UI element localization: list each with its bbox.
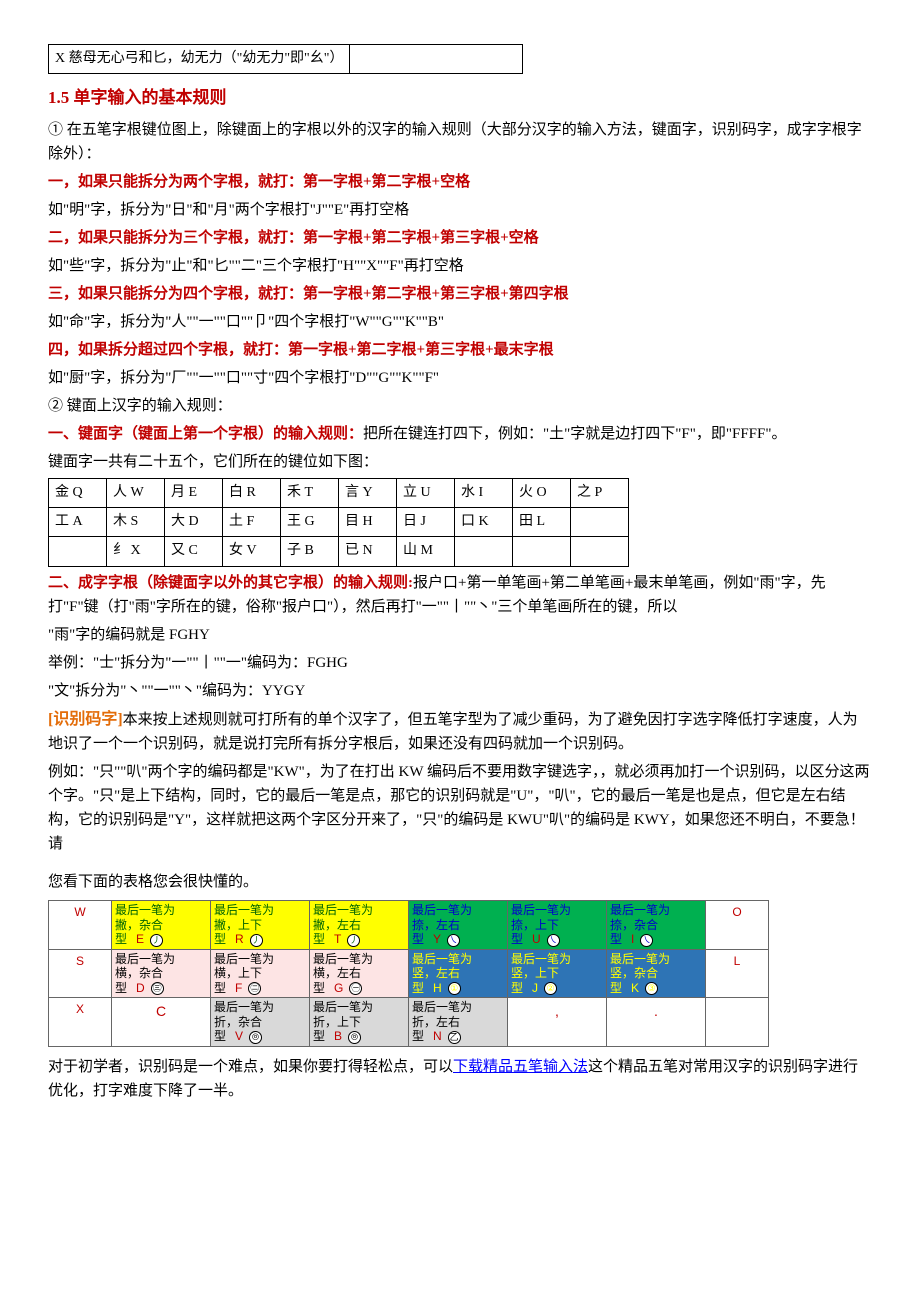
key-cell: 女 V bbox=[223, 537, 281, 566]
rule2-example: 如"些"字，拆分为"止"和"匕""二"三个字根打"H""X""F"再打空格 bbox=[48, 254, 872, 278]
id-cell: 最后一笔为横，杂合型 D ㊂ bbox=[112, 949, 211, 998]
key-cell: 水 I bbox=[455, 478, 513, 507]
key-cell bbox=[571, 537, 629, 566]
id-cell: 最后一笔为撇，左右型 T ㇓ bbox=[310, 901, 409, 950]
key-cell: 火 O bbox=[513, 478, 571, 507]
id-cell: 最后一笔为竖，左右型 H ① bbox=[409, 949, 508, 998]
top-box-left: X 慈母无心弓和匕，幼无力（"幼无力"即"幺"） bbox=[49, 45, 350, 74]
rule1-title: 一，如果只能拆分为两个字根，就打：第一字根+第二字根+空格 bbox=[48, 170, 872, 194]
key-cell: 之 P bbox=[571, 478, 629, 507]
footer-para: 对于初学者，识别码是一个难点，如果你要打得轻松点，可以下载精品五笔输入法这个精品… bbox=[48, 1055, 872, 1103]
key-cell: 田 L bbox=[513, 507, 571, 536]
id-cell: 最后一笔为横，上下型 F ㊁ bbox=[211, 949, 310, 998]
download-link[interactable]: 下载精品五笔输入法 bbox=[453, 1059, 588, 1075]
id-cell: 最后一笔为撇，上下型 R ㇓ bbox=[211, 901, 310, 950]
rule4-title: 四，如果拆分超过四个字根，就打：第一字根+第二字根+第三字根+最末字根 bbox=[48, 338, 872, 362]
key-cell: 禾 T bbox=[281, 478, 339, 507]
intro-2: ② 键面上汉字的输入规则： bbox=[48, 394, 872, 418]
rule3-example: 如"命"字，拆分为"人""一""口""卩"四个字根打"W""G""K""B" bbox=[48, 310, 872, 334]
id-cell: 最后一笔为捺，上下型 U ㇏ bbox=[508, 901, 607, 950]
id-row-label-left: X bbox=[49, 998, 112, 1047]
key-cell: 又 C bbox=[165, 537, 223, 566]
id-cell: , bbox=[508, 998, 607, 1047]
key-cell bbox=[513, 537, 571, 566]
key-cell: 目 H bbox=[339, 507, 397, 536]
id-body3: 您看下面的表格您会很快懂的。 bbox=[48, 870, 872, 894]
key-cell: 纟 X bbox=[107, 537, 165, 566]
key-cell: 口 K bbox=[455, 507, 513, 536]
chengzi-ex1: "雨"字的编码就是 FGHY bbox=[48, 623, 872, 647]
key-cell: 木 S bbox=[107, 507, 165, 536]
key-cell bbox=[455, 537, 513, 566]
key-cell: 人 W bbox=[107, 478, 165, 507]
id-cell: 最后一笔为捺，左右型 Y ㇏ bbox=[409, 901, 508, 950]
rule2-title: 二，如果只能拆分为三个字根，就打：第一字根+第二字根+第三字根+空格 bbox=[48, 226, 872, 250]
key-cell: 立 U bbox=[397, 478, 455, 507]
id-cell: . bbox=[607, 998, 706, 1047]
intro-1: ① 在五笔字根键位图上，除键面上的字根以外的汉字的输入规则（大部分汉字的输入方法… bbox=[48, 118, 872, 166]
id-code-table: W最后一笔为撇，杂合型 E ㇓最后一笔为撇，上下型 R ㇓最后一笔为撇，左右型 … bbox=[48, 900, 769, 1047]
key-table: 金 Q人 W月 E白 R禾 T言 Y立 U水 I火 O之 P 工 A木 S大 D土… bbox=[48, 478, 629, 567]
chengzi-ex3: "文"拆分为"丶""一""丶"编码为：YYGY bbox=[48, 679, 872, 703]
id-cell: 最后一笔为横，左右型 G ㊀ bbox=[310, 949, 409, 998]
keyface-intro: 键面字一共有二十五个，它们所在的键位如下图： bbox=[48, 450, 872, 474]
key-cell: 土 F bbox=[223, 507, 281, 536]
key-cell: 王 G bbox=[281, 507, 339, 536]
footer-text-a: 对于初学者，识别码是一个难点，如果你要打得轻松点，可以 bbox=[48, 1059, 453, 1075]
id-cell: 最后一笔为折，左右型 N 乙 bbox=[409, 998, 508, 1047]
key-cell bbox=[49, 537, 107, 566]
key-cell: 月 E bbox=[165, 478, 223, 507]
id-title: [识别码字] bbox=[48, 711, 123, 728]
key-cell: 言 Y bbox=[339, 478, 397, 507]
id-cell: 最后一笔为竖，杂合型 K ③ bbox=[607, 949, 706, 998]
chengzi-ex2: 举例："士"拆分为"一""丨""一"编码为：FGHG bbox=[48, 651, 872, 675]
top-box-table: X 慈母无心弓和匕，幼无力（"幼无力"即"幺"） bbox=[48, 44, 523, 74]
rule4-example: 如"厨"字，拆分为"厂""一""口""寸"四个字根打"D""G""K""F" bbox=[48, 366, 872, 390]
chengzi-title: 二、成字字根（除键面字以外的其它字根）的输入规则: bbox=[48, 575, 413, 591]
key-cell: 已 N bbox=[339, 537, 397, 566]
id-row-label-right: L bbox=[706, 949, 769, 998]
id-cell: C bbox=[112, 998, 211, 1047]
id-row-label-left: W bbox=[49, 901, 112, 950]
rule3-title: 三，如果只能拆分为四个字根，就打：第一字根+第二字根+第三字根+第四字根 bbox=[48, 282, 872, 306]
id-cell: 最后一笔为折，杂合型 V ⦾ bbox=[211, 998, 310, 1047]
rule1-example: 如"明"字，拆分为"日"和"月"两个字根打"J""E"再打空格 bbox=[48, 198, 872, 222]
id-para: [识别码字]本来按上述规则就可打所有的单个汉字了，但五笔字型为了减少重码，为了避… bbox=[48, 707, 872, 757]
id-cell: 最后一笔为竖，上下型 J ② bbox=[508, 949, 607, 998]
keyface-title: 一、键面字（键面上第一个字根）的输入规则： bbox=[48, 426, 363, 442]
key-cell: 金 Q bbox=[49, 478, 107, 507]
key-cell bbox=[571, 507, 629, 536]
key-cell: 日 J bbox=[397, 507, 455, 536]
key-cell: 白 R bbox=[223, 478, 281, 507]
key-cell: 大 D bbox=[165, 507, 223, 536]
keyface-body: 把所在键连打四下，例如："土"字就是边打四下"F"，即"FFFF"。 bbox=[363, 426, 786, 442]
id-body2: 例如："只""叭"两个字的编码都是"KW"，为了在打出 KW 编码后不要用数字键… bbox=[48, 760, 872, 856]
id-cell: 最后一笔为捺，杂合型 I ㇏ bbox=[607, 901, 706, 950]
id-cell: 最后一笔为折，上下型 B ⦾ bbox=[310, 998, 409, 1047]
id-row-label-right bbox=[706, 998, 769, 1047]
id-cell: 最后一笔为撇，杂合型 E ㇓ bbox=[112, 901, 211, 950]
id-row-label-right: O bbox=[706, 901, 769, 950]
keyface-line: 一、键面字（键面上第一个字根）的输入规则：把所在键连打四下，例如："土"字就是边… bbox=[48, 422, 872, 446]
key-cell: 子 B bbox=[281, 537, 339, 566]
top-box-right bbox=[350, 45, 523, 74]
chengzi-line: 二、成字字根（除键面字以外的其它字根）的输入规则:报户口+第一单笔画+第二单笔画… bbox=[48, 571, 872, 619]
id-row-label-left: S bbox=[49, 949, 112, 998]
key-cell: 工 A bbox=[49, 507, 107, 536]
key-cell: 山 M bbox=[397, 537, 455, 566]
section-title: 1.5 单字输入的基本规则 bbox=[48, 84, 872, 111]
id-body1: 本来按上述规则就可打所有的单个汉字了，但五笔字型为了减少重码，为了避免因打字选字… bbox=[48, 712, 858, 753]
